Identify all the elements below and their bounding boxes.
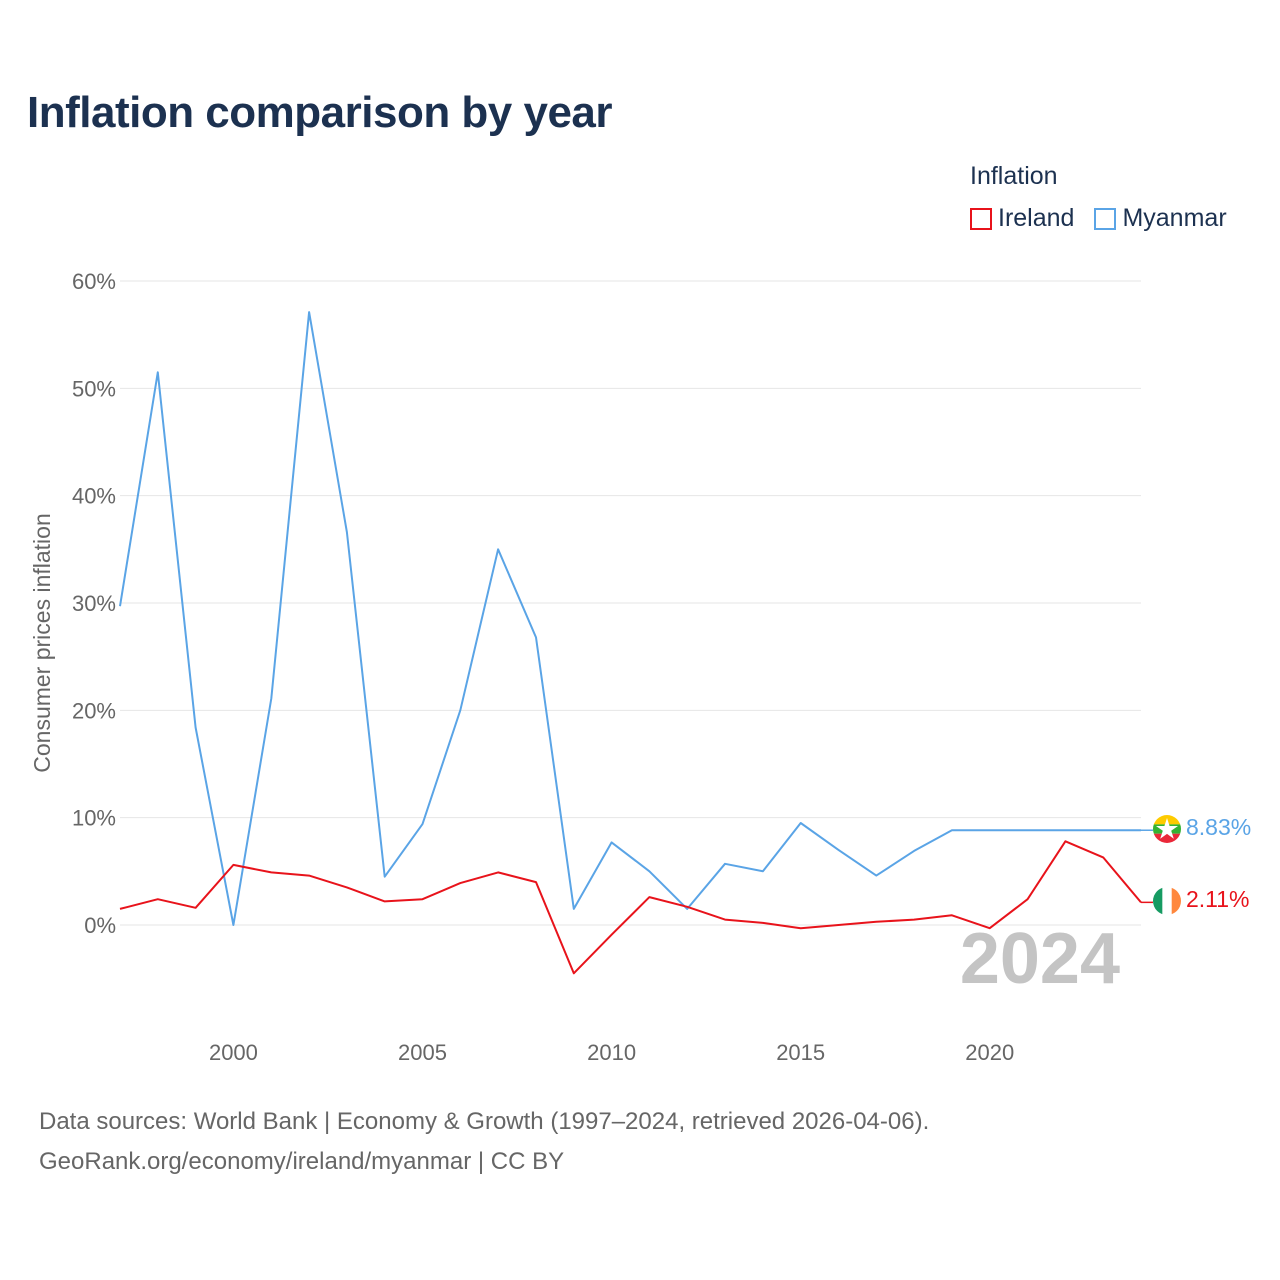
data-point-myanmar[interactable] [268, 696, 274, 702]
data-point-ireland[interactable] [571, 970, 577, 976]
data-point-ireland[interactable] [117, 906, 123, 912]
data-point-ireland[interactable] [646, 894, 652, 900]
data-point-ireland[interactable] [911, 917, 917, 923]
data-point-ireland[interactable] [873, 919, 879, 925]
data-point-ireland[interactable] [684, 904, 690, 910]
data-point-ireland[interactable] [949, 912, 955, 918]
x-tick-label: 2000 [209, 1040, 258, 1065]
series-line-ireland [119, 840, 1142, 975]
footer-sources: Data sources: World Bank | Economy & Gro… [39, 1108, 930, 1135]
data-point-ireland[interactable] [1025, 896, 1031, 902]
data-point-myanmar[interactable] [1138, 827, 1144, 833]
data-point-myanmar[interactable] [571, 906, 577, 912]
myanmar-flag-icon [1153, 815, 1181, 843]
legend-label-myanmar: Myanmar [1122, 204, 1227, 232]
legend-swatch-ireland [970, 207, 992, 230]
ireland-end-label: 2.11% [1186, 886, 1250, 912]
y-tick-label: 30% [72, 591, 116, 616]
data-point-ireland[interactable] [760, 920, 766, 926]
data-point-ireland[interactable] [420, 896, 426, 902]
data-point-ireland[interactable] [268, 869, 274, 875]
data-point-myanmar[interactable] [646, 868, 652, 874]
data-point-ireland[interactable] [987, 925, 993, 931]
legend-item-myanmar[interactable]: Myanmar [1094, 204, 1227, 233]
data-point-myanmar[interactable] [193, 725, 199, 731]
data-point-myanmar[interactable] [609, 839, 615, 845]
legend-label-ireland: Ireland [998, 204, 1075, 232]
data-point-ireland[interactable] [609, 932, 615, 938]
data-point-myanmar[interactable] [873, 873, 879, 879]
myanmar-end-label: 8.83% [1186, 814, 1251, 840]
year-watermark: 2024 [960, 919, 1120, 999]
data-point-myanmar[interactable] [306, 309, 312, 315]
x-tick-label: 2015 [776, 1040, 825, 1065]
data-point-ireland[interactable] [533, 879, 539, 885]
data-point-myanmar[interactable] [230, 922, 236, 928]
y-tick-label: 10% [72, 806, 116, 831]
data-point-ireland[interactable] [722, 917, 728, 923]
x-tick-label: 2020 [965, 1040, 1014, 1065]
data-point-myanmar[interactable] [382, 874, 388, 880]
x-tick-label: 2010 [587, 1040, 636, 1065]
data-point-myanmar[interactable] [987, 827, 993, 833]
legend-item-ireland[interactable]: Ireland [970, 204, 1074, 233]
data-point-myanmar[interactable] [155, 369, 161, 375]
data-point-ireland[interactable] [1062, 838, 1068, 844]
data-point-myanmar[interactable] [344, 529, 350, 535]
data-point-ireland[interactable] [344, 884, 350, 890]
data-point-myanmar[interactable] [1062, 827, 1068, 833]
y-tick-label: 60% [72, 269, 116, 294]
data-point-myanmar[interactable] [1025, 827, 1031, 833]
data-point-myanmar[interactable] [835, 847, 841, 853]
legend-title: Inflation [970, 162, 1058, 190]
data-point-ireland[interactable] [798, 925, 804, 931]
y-axis-label: Consumer prices inflation [29, 513, 55, 773]
legend-swatch-myanmar [1094, 207, 1117, 230]
data-point-ireland[interactable] [1100, 854, 1106, 860]
legend: Ireland Myanmar [970, 204, 1247, 233]
data-point-myanmar[interactable] [722, 861, 728, 867]
data-point-myanmar[interactable] [798, 820, 804, 826]
data-point-ireland[interactable] [193, 905, 199, 911]
data-point-myanmar[interactable] [533, 634, 539, 640]
data-point-ireland[interactable] [155, 896, 161, 902]
data-point-myanmar[interactable] [117, 603, 123, 609]
data-point-myanmar[interactable] [1100, 827, 1106, 833]
y-tick-label: 40% [72, 484, 116, 509]
y-tick-label: 20% [72, 698, 116, 723]
series-line-myanmar [119, 311, 1141, 926]
data-point-myanmar[interactable] [457, 707, 463, 713]
data-point-ireland[interactable] [1138, 899, 1144, 905]
data-point-myanmar[interactable] [420, 821, 426, 827]
y-tick-label: 50% [72, 376, 116, 401]
data-point-ireland[interactable] [495, 869, 501, 875]
data-point-myanmar[interactable] [760, 868, 766, 874]
data-point-ireland[interactable] [230, 862, 236, 868]
y-tick-label: 0% [84, 913, 116, 938]
data-point-myanmar[interactable] [911, 848, 917, 854]
data-point-ireland[interactable] [306, 873, 312, 879]
x-tick-label: 2005 [398, 1040, 447, 1065]
data-point-myanmar[interactable] [949, 827, 955, 833]
data-point-myanmar[interactable] [495, 546, 501, 552]
footer-credit: GeoRank.org/economy/ireland/myanmar | CC… [39, 1148, 565, 1175]
data-point-ireland[interactable] [457, 880, 463, 886]
data-point-ireland[interactable] [835, 922, 841, 928]
data-point-ireland[interactable] [382, 898, 388, 904]
chart-title: Inflation comparison by year [27, 88, 613, 137]
ireland-flag-icon [1153, 887, 1181, 915]
